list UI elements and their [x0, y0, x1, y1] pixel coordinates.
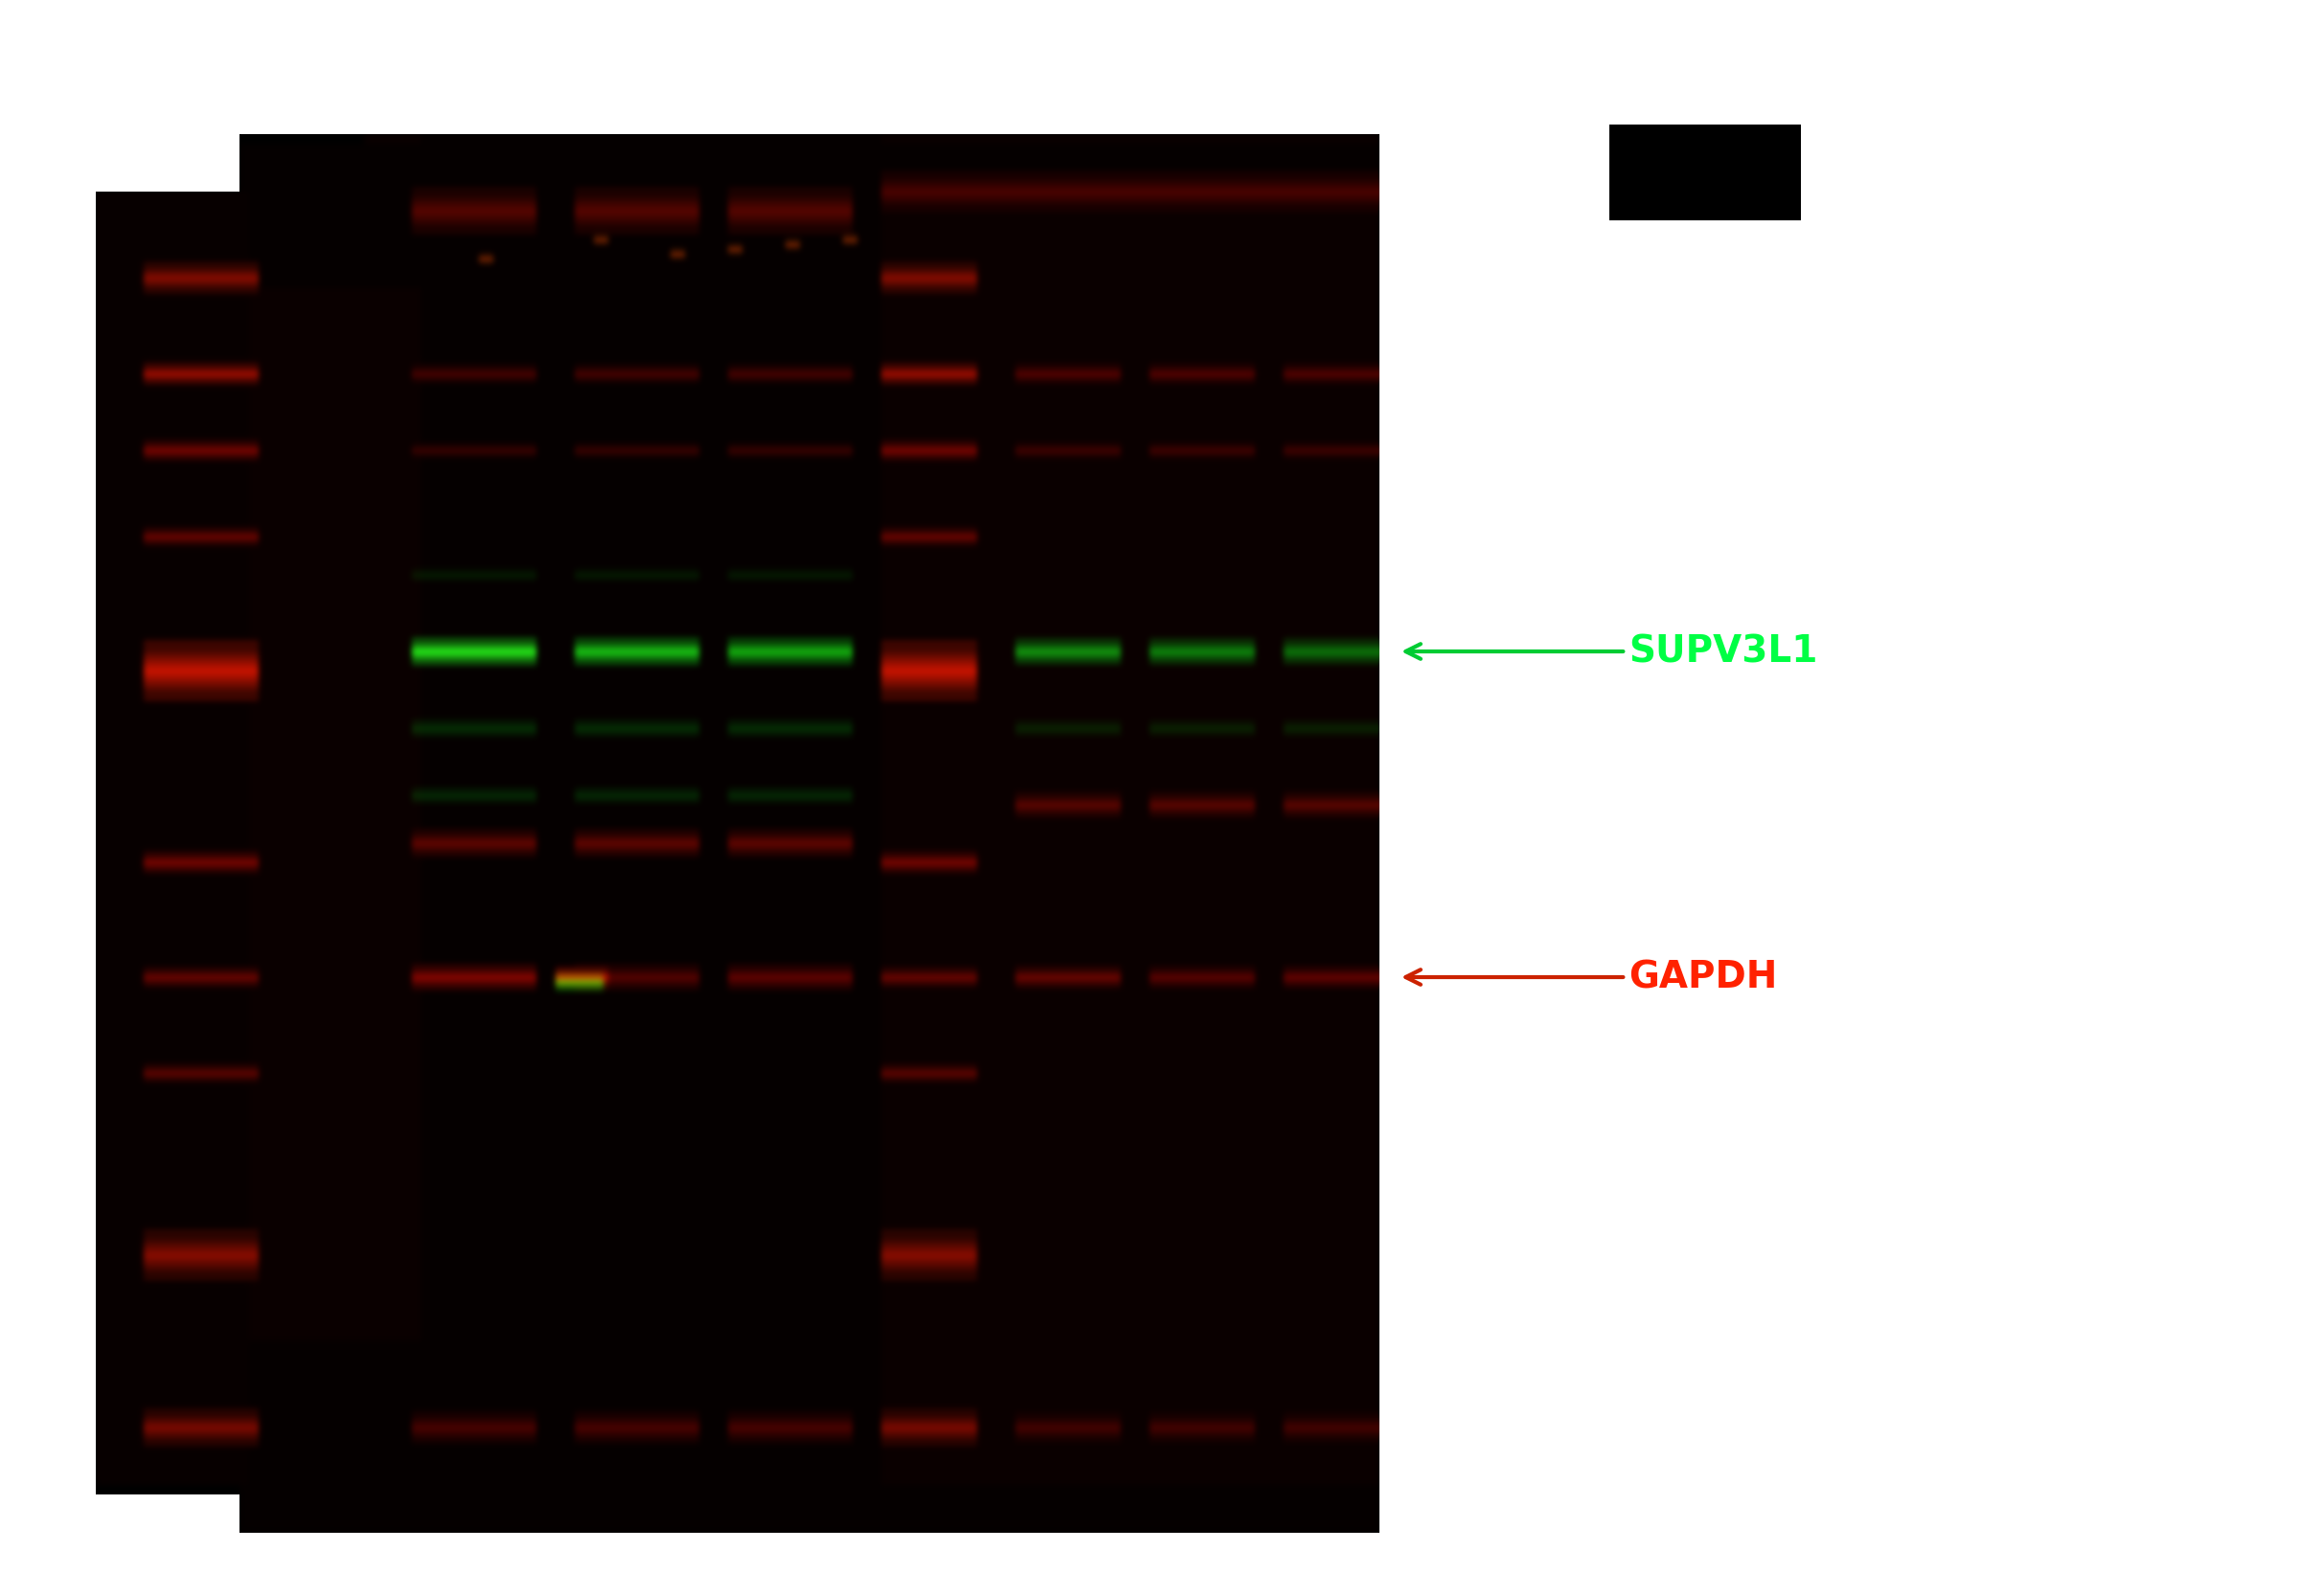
Bar [1610, 124, 1801, 220]
Text: SUPV3L1: SUPV3L1 [1405, 634, 1817, 670]
Text: GAPDH: GAPDH [1405, 959, 1778, 996]
